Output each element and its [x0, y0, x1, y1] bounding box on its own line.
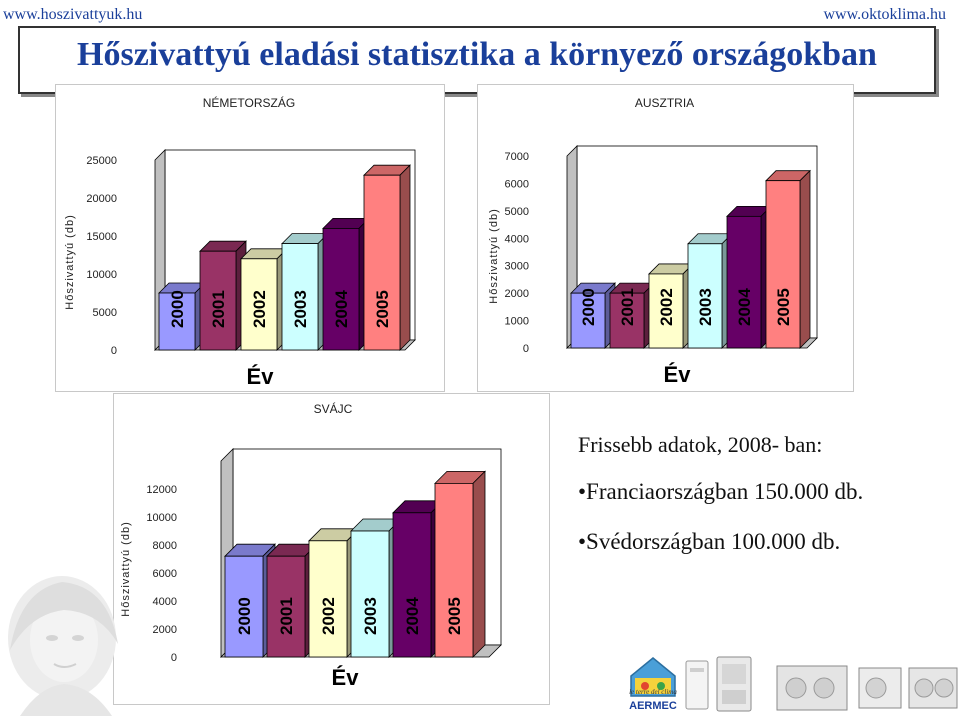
- germany-y-axis-label: Hőszivattyú (db): [64, 214, 76, 309]
- germany-title: NÉMETORSZÁG: [202, 96, 296, 110]
- austria-ytick-5000: 5000: [505, 206, 529, 218]
- germany-bar-label-2005: 2005: [373, 290, 392, 328]
- austria-chart: 0 1000 2000 3000 4000 5000 6000 7000 2000 2001 200…: [488, 145, 818, 387]
- heat-pump-cabinet-shape: [716, 656, 752, 712]
- switzerland-bar-2005: [434, 470, 486, 658]
- switzerland-ytick-0: 0: [171, 652, 177, 664]
- aermec-logo-line1: le terre del clima: [629, 688, 677, 696]
- austria-ytick-0: 0: [523, 343, 529, 355]
- austria-ytick-2000: 2000: [505, 288, 529, 300]
- aermec-logo: le terre del clima AERMEC: [625, 652, 681, 714]
- switzerland-bar-label-2000: 2000: [235, 597, 254, 635]
- switzerland-title: SVÁJC: [313, 402, 353, 416]
- austria-ytick-7000: 7000: [505, 151, 529, 163]
- germany-bar-label-2003: 2003: [291, 290, 310, 328]
- switzerland-chart: 0 2000 4000 6000 8000 10000 12000 2000 2001 2002 2…: [120, 448, 502, 690]
- austria-bar-label-2000: 2000: [579, 288, 598, 326]
- outdoor-unit-small-image: [858, 664, 904, 715]
- switzerland-y-axis-label: Hőszivattyú (db): [120, 521, 132, 616]
- note-sweden: •Svédországban 100.000 db.: [578, 529, 841, 554]
- germany-bar-2005: [363, 164, 411, 351]
- right-website-link[interactable]: www.oktoklima.hu: [823, 6, 946, 23]
- germany-ytick-10000: 10000: [86, 269, 117, 281]
- austria-bar-label-2002: 2002: [657, 288, 676, 326]
- germany-ytick-15000: 15000: [86, 231, 117, 243]
- switzerland-bar-label-2001: 2001: [277, 597, 296, 635]
- germany-ytick-0: 0: [111, 345, 117, 357]
- germany-bar-label-2000: 2000: [168, 290, 187, 328]
- chiller-unit-image: [776, 660, 848, 717]
- austria-bar-label-2001: 2001: [618, 288, 637, 326]
- germany-ytick-5000: 5000: [93, 307, 117, 319]
- page-title: Hőszivattyú eladási statisztika a környe…: [77, 36, 877, 73]
- switzerland-ytick-6000: 6000: [153, 568, 177, 580]
- austria-ytick-1000: 1000: [505, 316, 529, 328]
- switzerland-ytick-2000: 2000: [153, 624, 177, 636]
- germany-x-axis-label: Év: [247, 364, 275, 389]
- austria-ytick-4000: 4000: [505, 233, 529, 245]
- title-box: Hőszivattyú eladási statisztika a környe…: [18, 26, 936, 94]
- austria-bar-2000: [570, 282, 616, 349]
- switzerland-ytick-10000: 10000: [146, 512, 177, 524]
- austria-ytick-6000: 6000: [505, 178, 529, 190]
- germany-bar-2001: [199, 240, 247, 351]
- switzerland-bar-label-2003: 2003: [361, 597, 380, 635]
- switzerland-ytick-8000: 8000: [153, 540, 177, 552]
- heat-pump-cabinet-image: [716, 656, 752, 717]
- outdoor-unit-small-shape: [858, 667, 902, 709]
- germany-bar-label-2002: 2002: [250, 290, 269, 328]
- chiller-unit-shape: [776, 665, 848, 711]
- germany-ytick-25000: 25000: [86, 155, 117, 167]
- austria-bar-label-2003: 2003: [696, 288, 715, 326]
- switzerland-bar-label-2004: 2004: [403, 597, 422, 635]
- indoor-unit-shape: [685, 660, 709, 710]
- germany-ytick-20000: 20000: [86, 193, 117, 205]
- austria-bar-label-2005: 2005: [774, 288, 793, 326]
- switzerland-bar-2003: [350, 518, 402, 658]
- switzerland-ytick-12000: 12000: [146, 484, 177, 496]
- switzerland-bar-label-2005: 2005: [445, 597, 464, 635]
- austria-y-axis-label: Hőszivattyú (db): [488, 208, 500, 303]
- aermec-logo-line2: AERMEC: [629, 700, 677, 712]
- germany-bar-label-2004: 2004: [332, 290, 351, 328]
- austria-title: AUSZTRIA: [634, 96, 695, 110]
- update-heading: Frissebb adatok, 2008- ban:: [578, 432, 823, 457]
- left-website-link[interactable]: www.hoszivattyuk.hu: [3, 6, 143, 23]
- austria-x-axis-label: Év: [664, 362, 692, 387]
- outdoor-unit-large-image: [908, 660, 958, 715]
- austria-bar-2005: [765, 169, 811, 349]
- austria-ytick-3000: 3000: [505, 261, 529, 273]
- germany-bar-label-2001: 2001: [209, 290, 228, 328]
- germany-bar-2004: [322, 217, 370, 351]
- indoor-unit-image: [685, 660, 709, 715]
- switzerland-ytick-4000: 4000: [153, 596, 177, 608]
- switzerland-bar-label-2002: 2002: [319, 597, 338, 635]
- portrait-image: [8, 576, 118, 716]
- outdoor-unit-large-shape: [908, 667, 958, 709]
- note-france: •Franciaországban 150.000 db.: [578, 479, 864, 504]
- austria-bar-label-2004: 2004: [735, 288, 754, 326]
- aermec-logo-mark: [630, 657, 676, 697]
- switzerland-x-axis-label: Év: [332, 665, 360, 690]
- germany-chart: 0 5000 10000 15000 20000 25000 2000 2001 2002 200…: [64, 149, 416, 389]
